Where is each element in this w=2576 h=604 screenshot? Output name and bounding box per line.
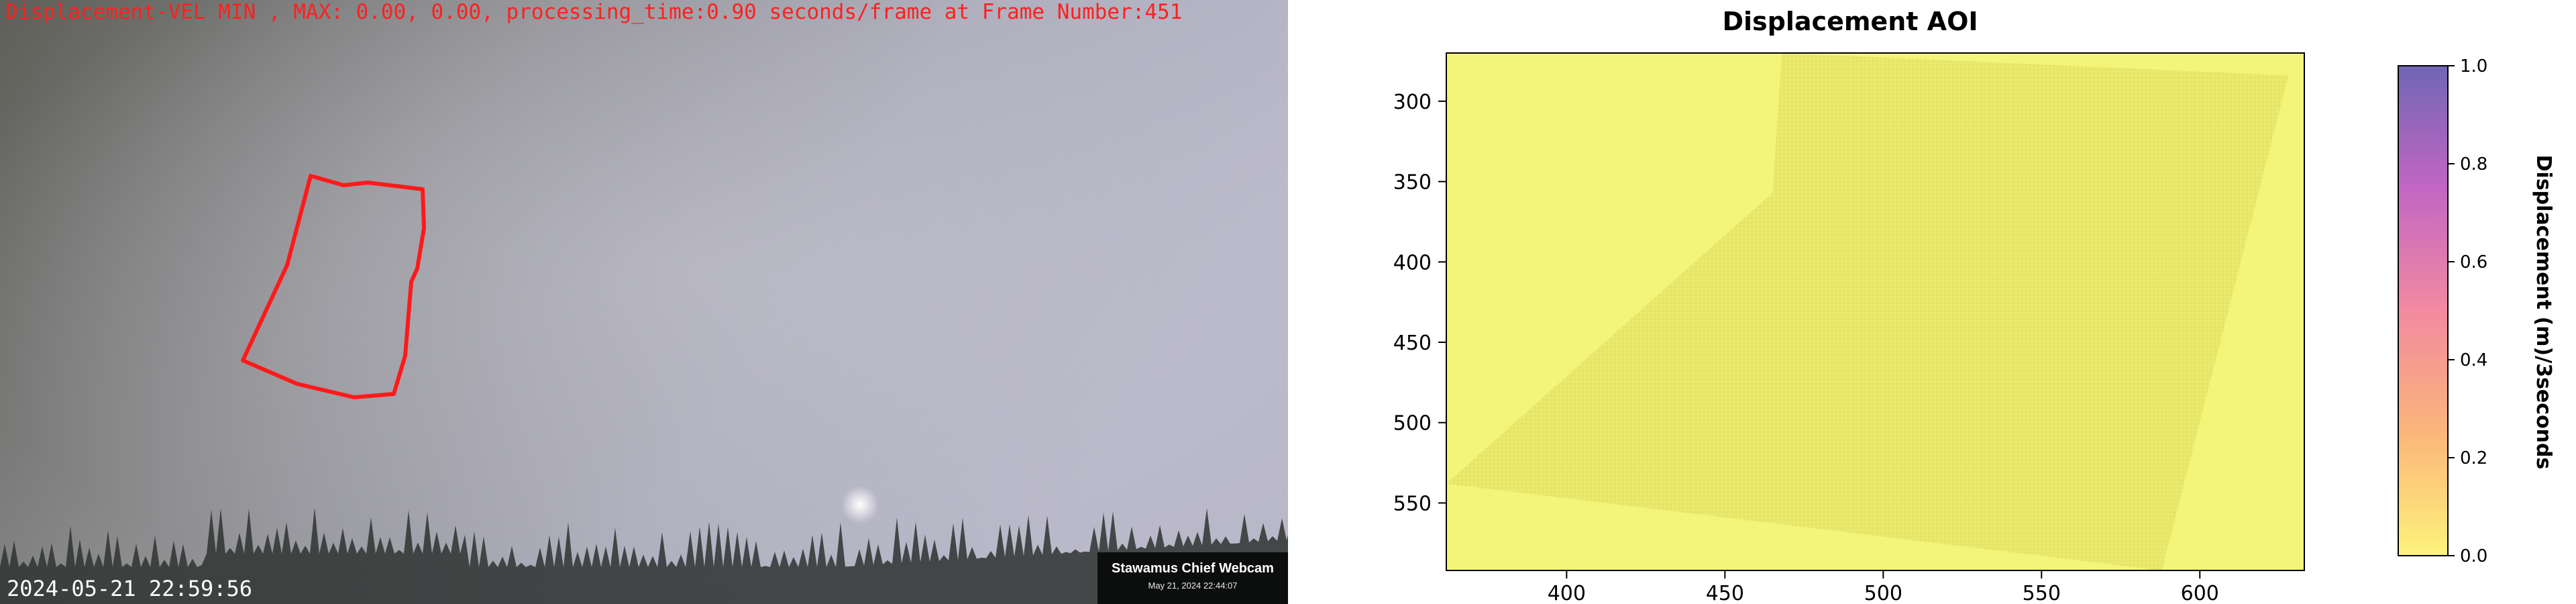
displacement-chart-panel: Displacement AOI 400 450 500 550 600 300 350 4… (1288, 0, 2576, 604)
colorbar-tick-label: 0.8 (2460, 154, 2487, 174)
y-tick-label: 500 (1393, 412, 1432, 436)
colorbar-tick-label: 0.6 (2460, 252, 2487, 272)
badge-title: Stawamus Chief Webcam (1112, 561, 1274, 576)
y-tick-label: 300 (1393, 91, 1432, 114)
colorbar-tick-label: 1.0 (2460, 56, 2487, 77)
x-tick-label: 600 (2181, 582, 2219, 604)
aoi-outline (241, 174, 426, 399)
chart-title: Displacement AOI (1722, 7, 1978, 36)
webcam-badge: Stawamus Chief Webcam May 21, 2024 22:44… (1097, 552, 1288, 604)
x-tick-label: 550 (2023, 582, 2061, 604)
webcam-scene (0, 0, 1288, 604)
colorbar-tick-label: 0.2 (2460, 448, 2487, 468)
colorbar-ticks: 0.0 0.2 0.4 0.6 0.8 1.0 (2448, 56, 2487, 566)
y-tick-label: 400 (1393, 251, 1432, 274)
fog-haze (0, 0, 1288, 604)
y-tick-label: 350 (1393, 171, 1432, 195)
plot-frame (1446, 52, 2305, 571)
x-tick-label: 400 (1548, 582, 1586, 604)
x-tick-label: 500 (1864, 582, 1902, 604)
colorbar (2398, 65, 2449, 556)
tree-line (0, 507, 1288, 604)
colorbar-label: Displacement (m)/3seconds (2532, 155, 2555, 470)
displacement-chart: Displacement AOI 400 450 500 550 600 300 350 4… (1393, 7, 2555, 604)
x-axis: 400 450 500 550 600 (1548, 570, 2219, 604)
distant-light (841, 486, 879, 523)
x-tick-label: 450 (1706, 582, 1744, 604)
y-axis: 300 350 400 450 500 550 (1393, 91, 1446, 515)
webcam-frame: Displacement-VEL MIN , MAX: 0.00, 0.00, … (0, 0, 1288, 604)
colorbar-tick-label: 0.4 (2460, 350, 2487, 370)
colorbar-tick-label: 0.0 (2460, 546, 2487, 566)
camera-timestamp: 2024-05-21 22:59:56 (7, 576, 253, 601)
badge-date: May 21, 2024 22:44:07 (1148, 581, 1238, 591)
aoi-heatmap-region (1446, 53, 2289, 570)
processing-overlay-text: Displacement-VEL MIN , MAX: 0.00, 0.00, … (5, 0, 1183, 24)
y-tick-label: 450 (1393, 332, 1432, 355)
y-tick-label: 550 (1393, 492, 1432, 515)
